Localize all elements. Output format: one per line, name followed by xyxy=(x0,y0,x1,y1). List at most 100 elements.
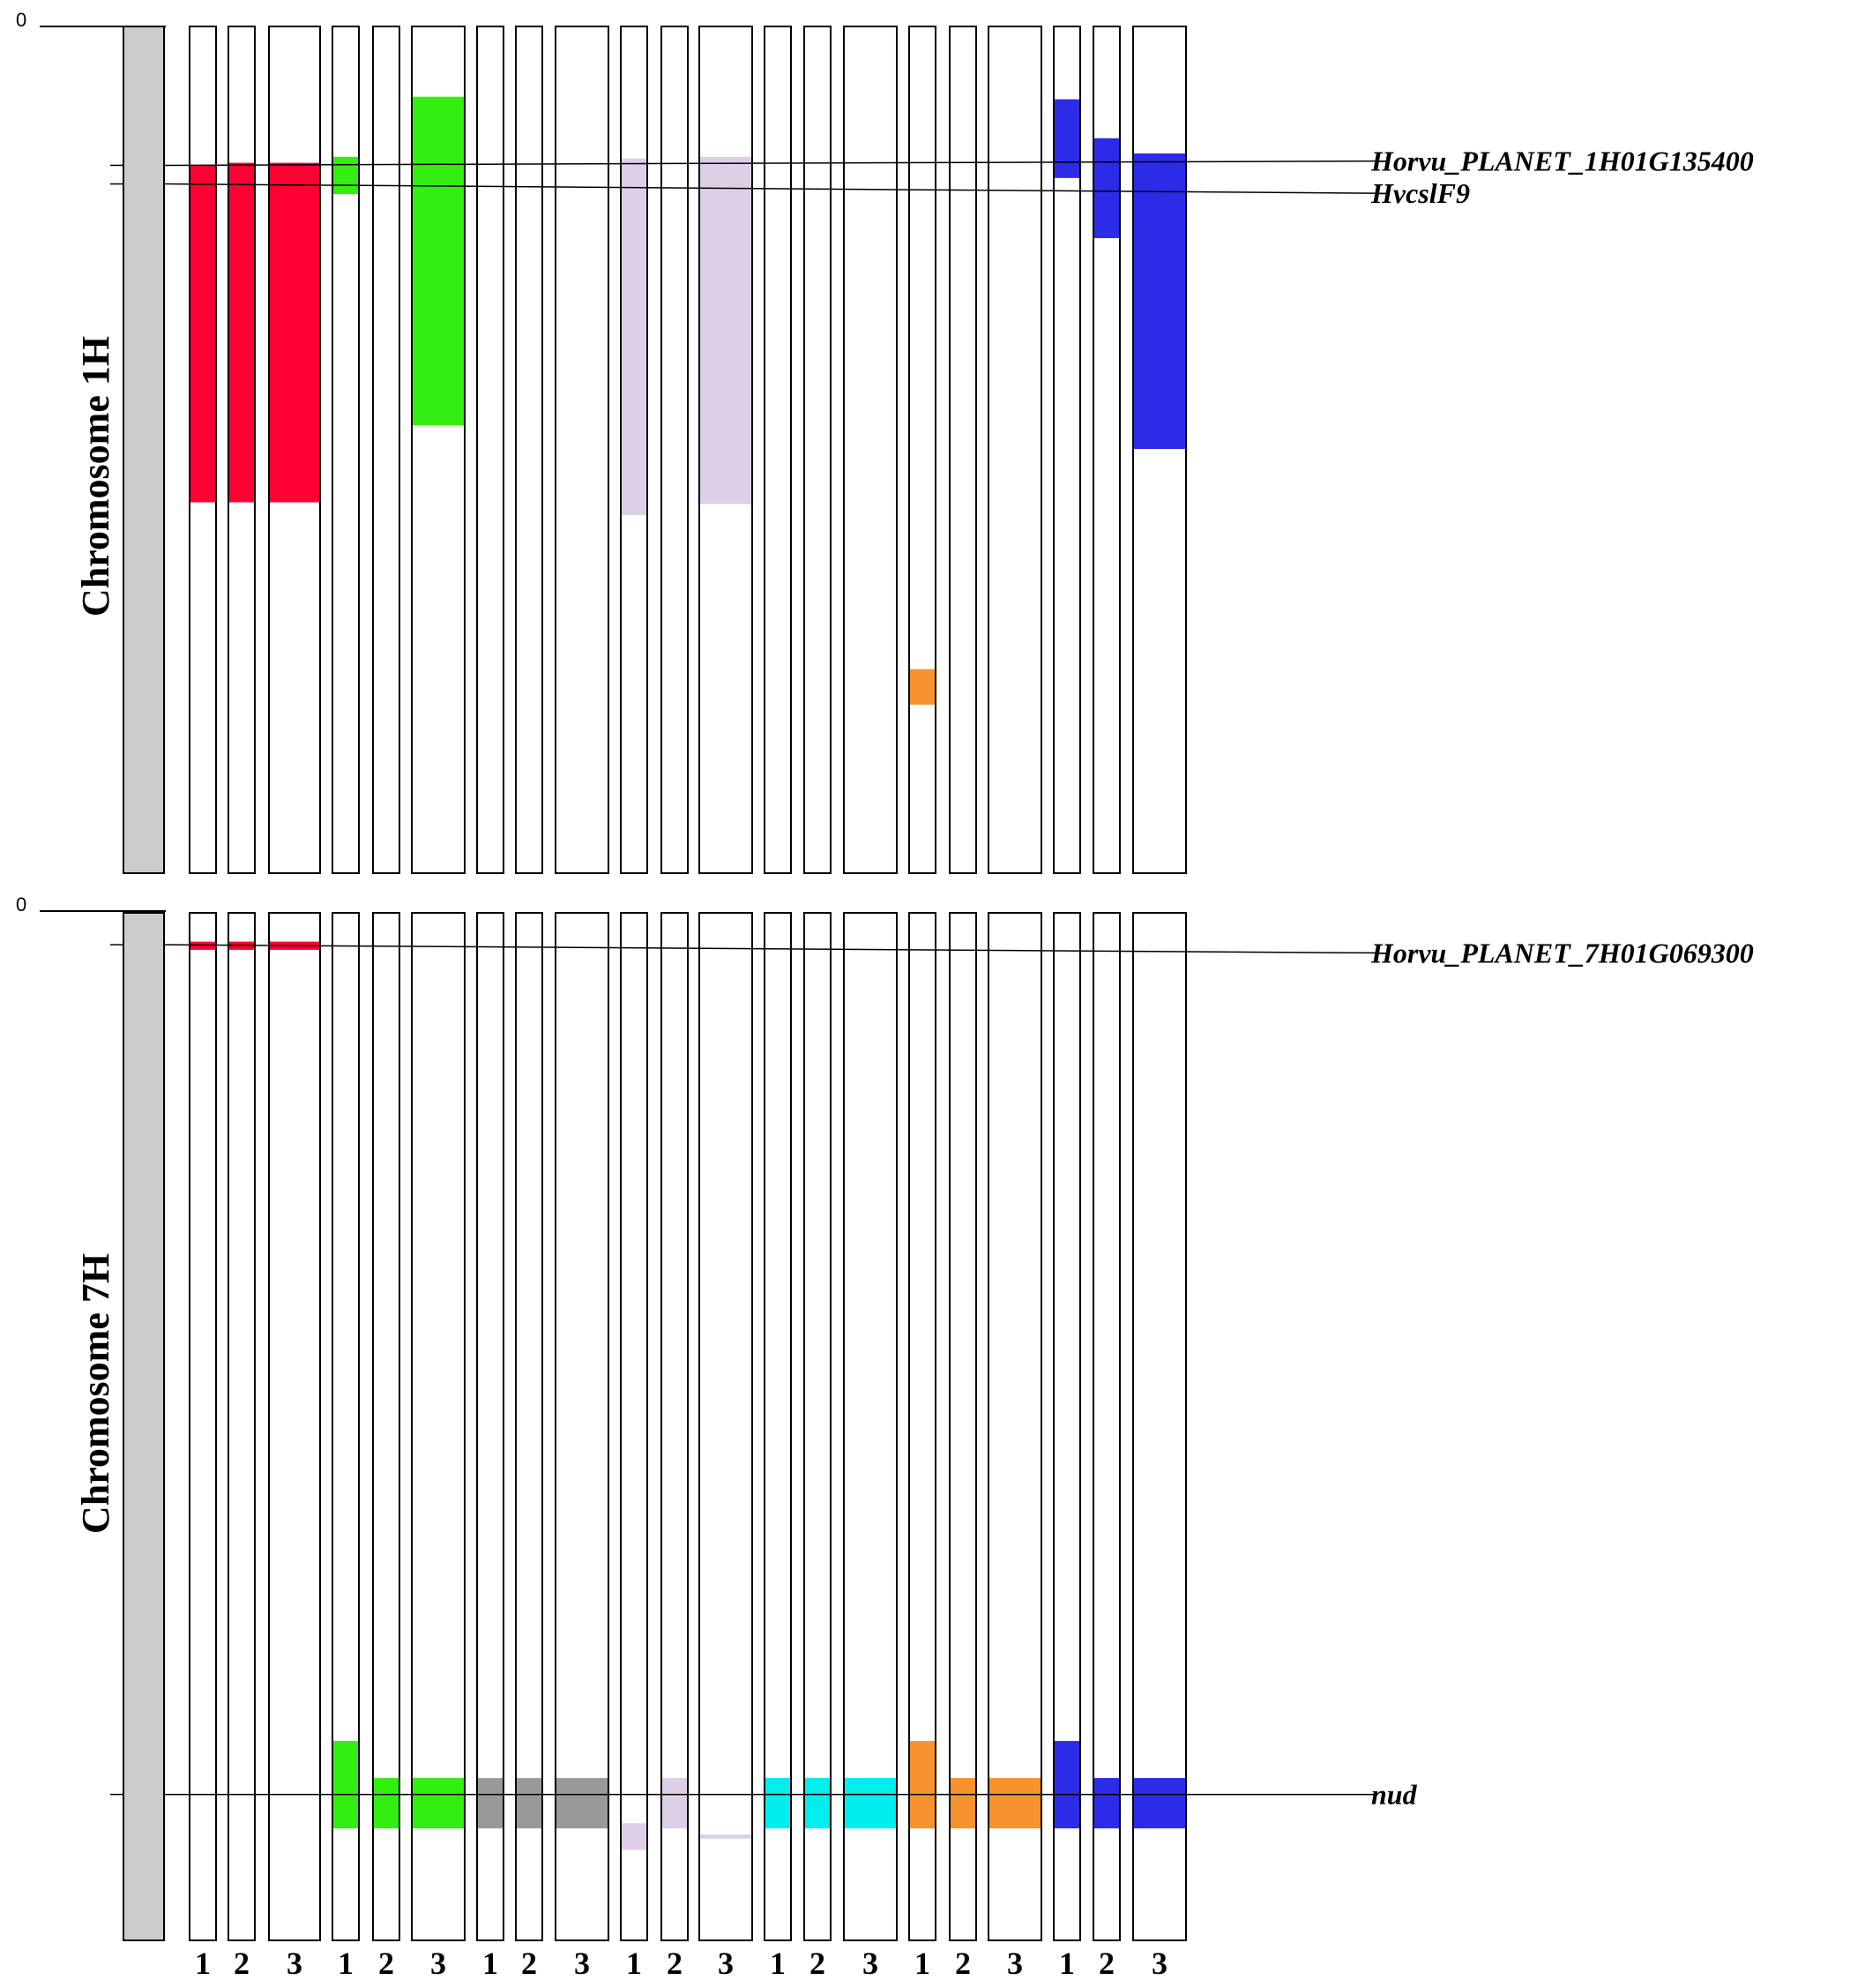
segment-blue xyxy=(1133,153,1186,450)
column-number-label: 3 xyxy=(430,1946,446,1981)
column-number-label: 2 xyxy=(667,1946,683,1981)
segment-lavender xyxy=(699,156,752,504)
marker-label: HvcslF9 xyxy=(1370,177,1470,209)
marker-line xyxy=(163,944,1376,954)
column-box xyxy=(698,26,753,874)
column-box xyxy=(268,912,321,1941)
zero-label: 0 xyxy=(16,893,26,916)
column-box xyxy=(764,912,792,1941)
segment-green xyxy=(373,1777,399,1829)
column-number-label: 2 xyxy=(521,1946,537,1981)
marker-line xyxy=(163,183,1376,194)
panel-1H: 0 Chromosome 1H Horvu_PLANET_1H01G135400Hv… xyxy=(16,9,1754,874)
column-number-label: 1 xyxy=(914,1946,930,1981)
segment-green xyxy=(412,1777,465,1829)
column-number-label: 2 xyxy=(809,1946,825,1981)
column-box xyxy=(372,26,400,874)
column-box xyxy=(1053,26,1081,874)
column-number-label: 1 xyxy=(626,1946,642,1981)
column-number-label: 1 xyxy=(1059,1946,1075,1981)
column-box xyxy=(803,912,832,1941)
marker-label: nud xyxy=(1371,1779,1418,1811)
column-box xyxy=(1093,26,1121,874)
zero-label: 0 xyxy=(16,9,26,31)
column-number-label: 3 xyxy=(287,1946,302,1981)
column-box xyxy=(372,912,400,1941)
segment-lavender xyxy=(661,1777,688,1829)
column-box xyxy=(555,912,609,1941)
column-box xyxy=(189,912,217,1941)
column-box xyxy=(228,26,256,874)
segment-lavender xyxy=(699,1835,752,1839)
column-box xyxy=(476,26,504,874)
column-box xyxy=(332,912,360,1941)
column-box xyxy=(908,912,936,1941)
segment-green xyxy=(332,1740,359,1829)
reference-chromosome xyxy=(123,912,165,1941)
column-box xyxy=(908,26,936,874)
segment-red xyxy=(190,165,216,503)
column-box xyxy=(411,26,466,874)
column-box xyxy=(620,26,648,874)
column-box xyxy=(660,912,689,1941)
segment-gray xyxy=(556,1777,608,1829)
column-box xyxy=(764,26,792,874)
segment-gray xyxy=(516,1777,542,1829)
segment-lavender xyxy=(621,1823,647,1850)
segment-cyan xyxy=(844,1777,897,1829)
column-box xyxy=(843,912,898,1941)
column-box xyxy=(268,26,321,874)
column-number-label: 3 xyxy=(718,1946,734,1981)
segment-blue xyxy=(1133,1777,1186,1829)
column-number-label: 1 xyxy=(195,1946,211,1981)
chromosome-title: Chromosome 1H xyxy=(74,336,117,617)
segment-cyan xyxy=(765,1777,791,1829)
segment-gray xyxy=(477,1777,504,1829)
column-box xyxy=(1053,912,1081,1941)
column-box xyxy=(803,26,832,874)
column-number-label: 3 xyxy=(574,1946,590,1981)
segment-blue xyxy=(1054,1740,1080,1829)
column-box xyxy=(1132,26,1187,874)
segment-lavender xyxy=(621,158,647,515)
column-number-label: 2 xyxy=(378,1946,394,1981)
column-box xyxy=(949,912,977,1941)
column-box xyxy=(1132,912,1187,1941)
column-box xyxy=(332,26,360,874)
column-box xyxy=(843,26,898,874)
segment-red xyxy=(269,162,320,503)
panel-7H: 0 Chromosome 7H Horvu_PLANET_7H01G069300nu… xyxy=(16,893,1754,1941)
column-box xyxy=(228,912,256,1941)
column-box xyxy=(515,26,543,874)
column-number-label: 2 xyxy=(234,1946,250,1981)
column-box xyxy=(189,26,217,874)
segment-orange xyxy=(909,669,936,705)
marker-line xyxy=(163,160,1376,167)
segment-green xyxy=(412,96,465,426)
segment-red xyxy=(228,162,255,503)
segment-green xyxy=(332,156,359,195)
chromosome-title: Chromosome 7H xyxy=(74,1253,117,1534)
column-box xyxy=(949,26,977,874)
segment-cyan xyxy=(804,1777,831,1829)
column-number-label: 1 xyxy=(770,1946,786,1981)
column-number-label: 3 xyxy=(1007,1946,1023,1981)
column-box xyxy=(660,26,689,874)
column-box xyxy=(988,912,1042,1941)
segment-orange xyxy=(950,1777,976,1829)
segment-orange xyxy=(988,1777,1041,1829)
column-box xyxy=(988,26,1042,874)
column-number-label: 1 xyxy=(482,1946,498,1981)
segment-blue xyxy=(1093,1777,1120,1829)
column-number-label: 2 xyxy=(955,1946,971,1981)
column-number-label: 3 xyxy=(1152,1946,1167,1981)
column-box xyxy=(555,26,609,874)
column-number-label: 1 xyxy=(338,1946,354,1981)
segment-blue xyxy=(1093,138,1120,238)
reference-chromosome xyxy=(123,26,165,874)
column-box xyxy=(411,912,466,1941)
column-box xyxy=(476,912,504,1941)
column-number-label: 3 xyxy=(862,1946,878,1981)
column-box xyxy=(698,912,753,1941)
